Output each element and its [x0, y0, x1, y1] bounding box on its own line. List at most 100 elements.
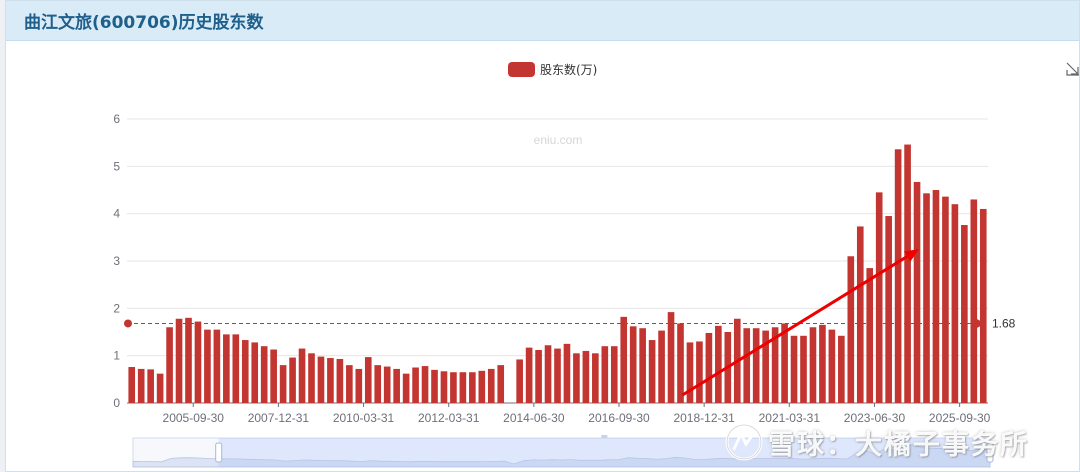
- y-tick-label: 1: [113, 349, 120, 363]
- bar[interactable]: [800, 335, 807, 403]
- bar[interactable]: [913, 181, 921, 403]
- bar[interactable]: [232, 334, 240, 403]
- bar[interactable]: [979, 208, 987, 403]
- bar[interactable]: [582, 350, 590, 403]
- bar[interactable]: [885, 216, 892, 403]
- bar[interactable]: [658, 330, 665, 403]
- bar[interactable]: [364, 357, 372, 403]
- bar[interactable]: [942, 196, 949, 403]
- bar[interactable]: [544, 345, 552, 403]
- bar[interactable]: [563, 343, 571, 403]
- bar[interactable]: [809, 327, 817, 403]
- bar[interactable]: [639, 328, 646, 403]
- bar[interactable]: [535, 349, 542, 403]
- chart-legend[interactable]: 股东数(万): [508, 61, 597, 78]
- bar[interactable]: [346, 365, 353, 403]
- bar[interactable]: [412, 367, 419, 404]
- zoom-selection: [218, 438, 990, 467]
- bar[interactable]: [327, 358, 334, 403]
- bar[interactable]: [629, 326, 637, 403]
- bar[interactable]: [393, 368, 400, 403]
- bar[interactable]: [336, 358, 344, 403]
- bar[interactable]: [194, 321, 202, 403]
- bar[interactable]: [270, 349, 277, 403]
- bar[interactable]: [610, 346, 618, 403]
- bar[interactable]: [137, 368, 145, 403]
- bar[interactable]: [128, 367, 136, 403]
- bar[interactable]: [970, 199, 978, 403]
- bar[interactable]: [667, 312, 675, 403]
- bar[interactable]: [156, 373, 164, 403]
- bar[interactable]: [752, 328, 760, 403]
- bar[interactable]: [204, 329, 211, 403]
- bar[interactable]: [819, 324, 826, 403]
- bar[interactable]: [790, 335, 798, 403]
- bar[interactable]: [279, 365, 287, 403]
- legend-label[interactable]: 股东数(万): [540, 63, 598, 77]
- bar[interactable]: [875, 192, 883, 403]
- bar[interactable]: [383, 366, 391, 403]
- bar[interactable]: [175, 318, 183, 403]
- zoom-handle-left[interactable]: [215, 442, 223, 463]
- data-zoom-slider[interactable]: [132, 435, 994, 468]
- legend-swatch[interactable]: [508, 62, 535, 77]
- zoom-drag-grip[interactable]: [601, 435, 608, 438]
- bar[interactable]: [923, 193, 930, 403]
- bar[interactable]: [431, 369, 438, 403]
- bar[interactable]: [450, 372, 457, 403]
- bar[interactable]: [355, 368, 363, 403]
- bar[interactable]: [856, 226, 864, 403]
- bar[interactable]: [573, 353, 580, 403]
- bar[interactable]: [601, 346, 609, 403]
- bar[interactable]: [374, 365, 382, 403]
- bar[interactable]: [298, 348, 306, 403]
- bar[interactable]: [260, 346, 268, 403]
- bar[interactable]: [223, 334, 230, 403]
- average-mark-line: 1.68: [124, 316, 1016, 330]
- bar[interactable]: [317, 356, 325, 403]
- bar[interactable]: [743, 328, 751, 403]
- bar[interactable]: [771, 327, 779, 403]
- bar[interactable]: [932, 190, 940, 403]
- bar[interactable]: [838, 335, 845, 403]
- bar[interactable]: [648, 340, 656, 403]
- bar[interactable]: [781, 323, 788, 403]
- zoom-handle-right[interactable]: [986, 442, 994, 463]
- y-tick-label: 5: [113, 159, 120, 173]
- bar[interactable]: [592, 353, 599, 403]
- bar[interactable]: [705, 332, 713, 403]
- bar[interactable]: [904, 144, 911, 403]
- bar[interactable]: [696, 341, 703, 403]
- bar[interactable]: [894, 149, 902, 403]
- bar[interactable]: [402, 373, 410, 403]
- bar[interactable]: [516, 359, 523, 403]
- bar[interactable]: [620, 316, 628, 403]
- bar[interactable]: [525, 347, 533, 403]
- bar[interactable]: [478, 370, 486, 403]
- bar[interactable]: [440, 371, 448, 403]
- bar[interactable]: [251, 342, 259, 403]
- bar[interactable]: [961, 225, 968, 403]
- bar[interactable]: [677, 323, 684, 403]
- restore-icon[interactable]: [1066, 62, 1080, 76]
- bar[interactable]: [421, 366, 429, 403]
- bar[interactable]: [828, 329, 836, 403]
- bar[interactable]: [847, 256, 855, 403]
- bar[interactable]: [166, 327, 173, 403]
- bar[interactable]: [213, 329, 221, 403]
- bar[interactable]: [185, 317, 192, 403]
- bar[interactable]: [715, 325, 722, 403]
- bar[interactable]: [308, 353, 315, 403]
- bar[interactable]: [487, 368, 495, 403]
- bar[interactable]: [686, 342, 694, 403]
- bar[interactable]: [289, 357, 296, 403]
- bar[interactable]: [241, 340, 249, 403]
- bar[interactable]: [762, 330, 769, 403]
- bar[interactable]: [459, 372, 467, 403]
- bar[interactable]: [497, 365, 505, 403]
- bar[interactable]: [951, 204, 959, 403]
- bar[interactable]: [469, 372, 476, 403]
- bar[interactable]: [147, 369, 154, 403]
- bar[interactable]: [554, 348, 561, 403]
- bar[interactable]: [866, 268, 874, 403]
